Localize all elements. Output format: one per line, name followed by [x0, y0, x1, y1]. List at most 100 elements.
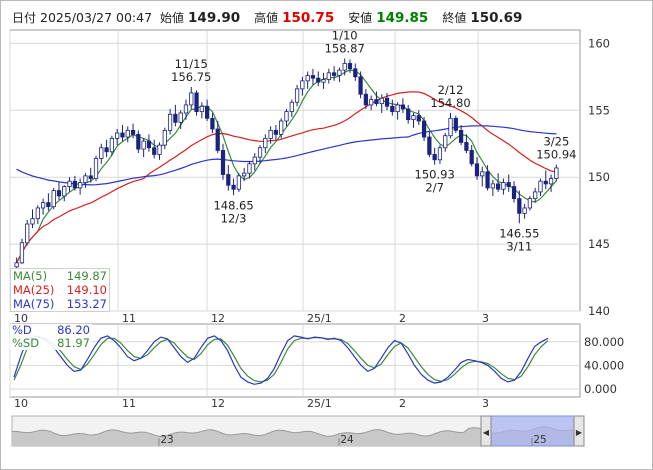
- candle-body: [300, 80, 305, 90]
- stoch-date-tick-label: 11: [122, 397, 136, 410]
- price-tick-label: 145: [588, 237, 610, 251]
- candle-body: [130, 129, 136, 135]
- candle-body: [353, 68, 358, 78]
- candle-body: [51, 190, 56, 208]
- candle-body: [62, 186, 67, 197]
- candle-body: [141, 140, 146, 150]
- stoch-sd-value: 81.97: [57, 336, 90, 350]
- annotation-line1: 146.55: [499, 226, 539, 240]
- stoch-d-name: %D: [12, 323, 32, 337]
- navigator-left-handle-box: [480, 415, 492, 447]
- ma75-line: [16, 125, 557, 186]
- ma5-name: MA(5): [13, 269, 48, 283]
- candle-body: [273, 129, 279, 135]
- price-tick-label: 150: [588, 170, 610, 184]
- candle-body: [554, 167, 559, 179]
- candle-body: [183, 104, 189, 114]
- candle-body: [316, 77, 321, 83]
- range-navigator[interactable]: ◀ ▶ 23 24 25: [11, 415, 585, 447]
- ma75-legend: MA(75) 153.27: [11, 297, 109, 311]
- high-label: 高値: [254, 11, 279, 25]
- candle-body: [379, 97, 384, 104]
- annotation-line2: 12/3: [221, 211, 247, 225]
- candle-body: [533, 191, 538, 200]
- candle-body: [411, 115, 416, 121]
- candle-body: [522, 207, 527, 214]
- low-label: 安値: [348, 11, 373, 25]
- price-tick-label: 140: [588, 304, 610, 318]
- candle-body: [173, 113, 178, 123]
- stoch-sd-name: %SD: [12, 336, 40, 350]
- price-axis: 160 155 150 145 140: [588, 36, 610, 318]
- candle-body: [152, 147, 157, 155]
- candle-body: [437, 147, 443, 161]
- candle-body: [369, 99, 374, 106]
- annotation-line2: 3/11: [506, 239, 532, 253]
- candle-body: [35, 207, 40, 220]
- price-tick-label: 155: [588, 103, 610, 117]
- date-tick-label: 25/1: [307, 312, 332, 325]
- stoch-date-tick-label: 3: [482, 397, 489, 410]
- navigator-left-handle[interactable]: ◀: [480, 415, 492, 447]
- date-tick-label: 11: [122, 312, 136, 325]
- candle-body: [46, 202, 51, 208]
- candle-body: [194, 92, 199, 113]
- candle-body: [395, 104, 400, 113]
- close-value: 150.69: [470, 10, 523, 26]
- candle-body: [257, 147, 263, 158]
- candle-body: [400, 104, 406, 110]
- navigator-right-handle[interactable]: ▶: [573, 415, 585, 447]
- stoch-sd-legend: %SD 81.97: [10, 337, 92, 350]
- candle-body: [157, 144, 162, 155]
- ma75-value: 153.27: [66, 297, 107, 311]
- annotation-line1: 2/12: [438, 83, 464, 97]
- candle-body: [390, 105, 395, 113]
- candle-body: [115, 132, 120, 139]
- stoch-d-line: [13, 335, 549, 385]
- candle-body: [538, 180, 543, 193]
- candle-body: [30, 218, 35, 225]
- high-value: 150.75: [282, 10, 335, 26]
- candle-body: [305, 75, 310, 82]
- candle-body: [104, 147, 109, 153]
- candle-body: [342, 63, 347, 71]
- ma25-name: MA(25): [13, 283, 55, 297]
- candle-body: [19, 242, 25, 264]
- candle-body: [146, 140, 152, 149]
- candle-body: [136, 133, 141, 150]
- annotation-line2: 158.87: [325, 42, 365, 56]
- close-label: 終値: [442, 11, 467, 25]
- candle-body: [458, 129, 464, 143]
- navigator-year-label: 23: [160, 434, 173, 446]
- ma25-line: [16, 91, 557, 264]
- candle-body: [384, 97, 390, 107]
- candle-body: [120, 132, 125, 138]
- candles: [14, 58, 559, 270]
- candle-body: [443, 135, 448, 149]
- candle-body: [205, 105, 210, 119]
- candle-body: [527, 198, 533, 209]
- candle-body: [453, 117, 458, 131]
- annotation-line2: 150.94: [536, 148, 576, 162]
- low-value: 149.85: [376, 10, 429, 26]
- candle-body: [162, 129, 167, 146]
- annotation-line1: 11/15: [175, 57, 208, 71]
- candle-body: [469, 150, 474, 165]
- ma75-name: MA(75): [13, 297, 55, 311]
- open-value: 149.90: [188, 10, 241, 26]
- candle-body: [40, 202, 46, 209]
- navigator-right-handle-arrow: ▶: [576, 428, 583, 437]
- candle-body: [189, 92, 194, 106]
- candle-body: [517, 198, 522, 214]
- stoch-grid: [9, 323, 581, 398]
- navigator-left-handle-arrow: ◀: [483, 428, 490, 437]
- ma-legend: MA(5) 149.87 MA(25) 149.10 MA(75) 153.27: [10, 268, 110, 312]
- main-grid: [9, 29, 581, 312]
- candle-body: [247, 163, 252, 174]
- annotation-line1: 148.65: [213, 198, 253, 212]
- price-tick-label: 160: [588, 36, 610, 50]
- candle-body: [236, 175, 241, 190]
- candle-body: [485, 171, 490, 189]
